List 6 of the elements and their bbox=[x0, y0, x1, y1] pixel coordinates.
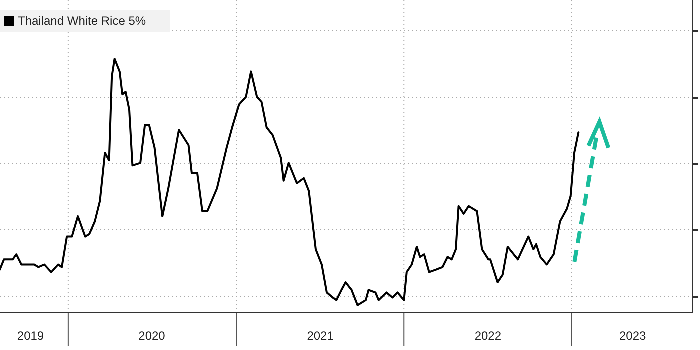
legend-label: Thailand White Rice 5% bbox=[18, 14, 146, 28]
x-tick-label: 2020 bbox=[138, 329, 166, 343]
x-tick-label: 2019 bbox=[17, 329, 44, 343]
x-tick-label: 2023 bbox=[619, 329, 647, 343]
x-tick-label: 2021 bbox=[307, 329, 334, 343]
x-tick-label: 2022 bbox=[474, 329, 502, 343]
